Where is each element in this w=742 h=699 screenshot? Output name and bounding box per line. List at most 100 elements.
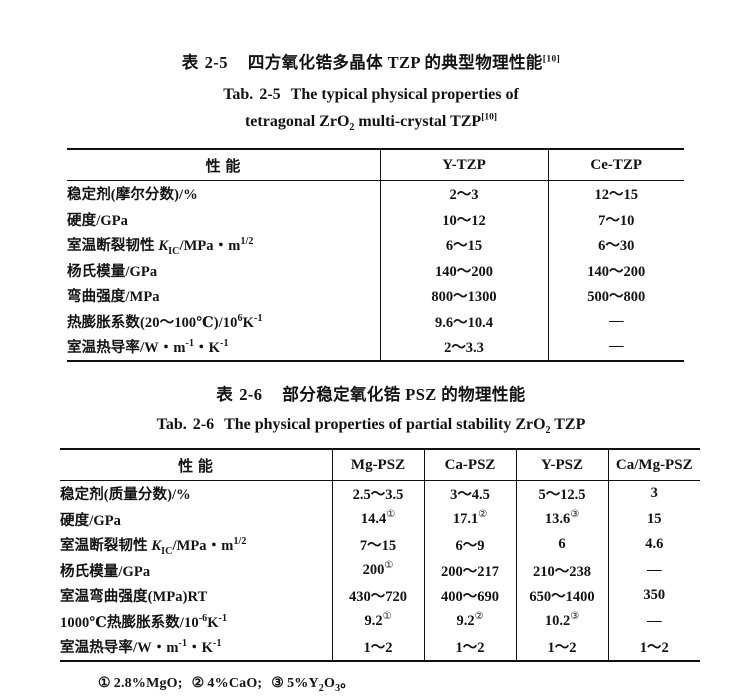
table-25-title-en-line1: Tab. 2-5 The typical physical properties o… [0,86,742,104]
table-25-cell-property: 热膨胀系数(20～100℃)/106K-1 [67,312,263,331]
table-26-cell-value: 1～2 [607,634,700,662]
table-25-title-en-text2a: tetragonal ZrO [244,113,350,130]
footnote-period: 。 [340,676,355,691]
table-25-title-cn-number: 2-5 [204,53,228,72]
table-26-cell-value: 5～12.5 [515,480,608,507]
table-25-cell-property: 硬度/GPa [67,212,129,229]
footnote-mark: ② [474,610,484,622]
table-26: 性 能 Mg-PSZ Ca-PSZ Y-PSZ Ca/Mg-PSZ 稳定剂(质量… [60,448,700,662]
y2o3-subscript-1: 2 [318,682,324,694]
table-26-header-col-y-psz-label: Y-PSZ [541,456,583,473]
table-26-cell-value: — [607,557,700,583]
table-25-cell-value: 7～10 [547,206,684,232]
footnote-mark-2: ② [191,676,205,691]
table-25-cell-value: 2～3.3 [379,334,548,362]
table-25-title-en-text2b: multi-crystal TZP [354,113,482,130]
table-row: 杨氏模量/GPa 140～200 140～200 [67,257,684,283]
table-25-cell-value: — [547,334,684,362]
table-25-title-cn: 表 2-5 四方氧化锆多晶体 TZP 的典型物理性能[10] [0,53,742,72]
table-row: 热膨胀系数(20～100℃)/106K-1 9.6～10.4 — [67,308,684,334]
table-25-cell-property: 室温断裂韧性 KIC/MPa・m1/2 [67,236,254,258]
table-26-cell-value: 200① [331,557,424,583]
table-25-header-col-ce-tzp-label: Ce-TZP [590,156,643,173]
table-25-cell-value: 500～800 [547,283,684,309]
table-26-cell-value: 200～217 [423,557,516,583]
table-26-header-col-ca-mg-psz-label: Ca/Mg-PSZ [615,456,693,473]
table-25-cell-value: 6～30 [547,232,684,258]
table-26-header-row: 性 能 Mg-PSZ Ca-PSZ Y-PSZ Ca/Mg-PSZ [60,448,700,481]
table-26-cell-value: 17.1② [423,506,516,532]
table-26-title-cn: 表 2-6 部分稳定氧化锆 PSZ 的物理性能 [0,385,742,404]
footnote-mark: ③ [570,610,580,622]
table-25-cell-value: 140～200 [379,257,548,283]
table-26-cell-value: 1～2 [331,634,424,662]
table-26-cell-property: 硬度/GPa [60,512,122,529]
table-25-header-property: 性 能 [67,148,380,181]
table-26-header-col-y-psz: Y-PSZ [515,448,608,481]
table-25-cell-value: — [547,308,684,334]
table-row: 稳定剂(质量分数)/% 2.5～3.5 3～4.5 5～12.5 3 [60,480,700,507]
table-26-title-cn-text: 部分稳定氧化锆 PSZ 的物理性能 [282,385,526,404]
table-25-header-property-label: 性 能 [205,158,241,175]
table-25-title-en-number: 2-5 [259,86,281,103]
table-26-cell-value: 14.4① [331,506,424,532]
table-25-cell-property: 弯曲强度/MPa [67,289,160,306]
table-25-header-col-y-tzp-label: Y-TZP [442,156,486,173]
footnote-text-1: 2.8%MgO [113,676,178,691]
table-26-title-en-number: 2-6 [192,416,215,433]
footnote-mark: ③ [570,508,580,520]
table-26-cell-value: 10.2③ [515,608,608,634]
y2o3-subscript-2: 3 [335,682,341,694]
table-26-header-property-label: 性 能 [178,458,214,475]
zro2-subscript: 2 [349,122,355,134]
footnote-sep-1: ; [177,676,183,691]
table-26-cell-property: 室温热导率/W・m-1・K-1 [60,634,332,662]
table-26-header-col-mg-psz-label: Mg-PSZ [350,456,406,473]
table-26-cell-value: 1～2 [423,634,516,662]
table-26-cell-value: 650～1400 [515,583,608,609]
table-25-cell-property: 室温热导率/W・m-1・K-1 [67,334,380,362]
table-26-cell-value: 2.5～3.5 [331,480,424,507]
table-26-cell-value: 210～238 [515,557,608,583]
table-25-title-en-ref: [10] [481,112,498,123]
table-26-cell-value: 350 [607,583,700,609]
table-row: 室温断裂韧性 KIC/MPa・m1/2 6～15 6～30 [67,232,684,258]
footnote-mark: ① [382,610,392,622]
table-25-title-cn-text: 四方氧化锆多晶体 TZP 的典型物理性能 [247,53,543,72]
table-26-cell-property: 稳定剂(质量分数)/% [60,487,191,504]
table-26-title-en-text-a: The physical properties of partial stabi… [224,416,546,433]
footnote-mark: ② [478,508,488,520]
table-25-cell-value: 12～15 [547,180,684,207]
table-26-cell-property: 室温弯曲强度(MPa)RT [60,589,208,606]
table-25-cell-value: 6～15 [379,232,548,258]
table-26-cell-value: 6 [515,532,608,558]
table-26-header-col-ca-psz-label: Ca-PSZ [444,456,496,473]
table-25-title-cn-label: 表 [181,53,199,72]
table-26-cell-value: 6～9 [423,532,516,558]
table-25-title-en-text1: The typical physical properties of [290,86,519,103]
table-row: 1000℃热膨胀系数/10-6K-1 9.2① 9.2② 10.2③ — [60,608,700,634]
table-26-cell-value: 1～2 [515,634,608,662]
table-25-cell-value: 2～3 [379,180,548,207]
table-row: 弯曲强度/MPa 800～1300 500～800 [67,283,684,309]
table-26-cell-value: 3 [607,480,700,507]
footnote-mark-1: ① [98,676,111,691]
zro2-subscript: 2 [545,425,551,437]
footnote-mark: ① [386,508,396,520]
table-row: 稳定剂(摩尔分数)/% 2～3 12～15 [67,180,684,207]
table-25-title-en-line2: tetragonal ZrO2 multi-crystal TZP[10] [0,112,742,134]
table-26-cell-value: — [607,608,700,634]
table-25-header-col-ce-tzp: Ce-TZP [547,148,684,181]
table-26-cell-value: 4.6 [607,532,700,558]
table-25-cell-value: 9.6～10.4 [379,308,548,334]
table-25-cell-property: 杨氏模量/GPa [67,263,158,280]
table-26-title-en: Tab. 2-6 The physical properties of partia… [0,416,742,437]
table-26-title-cn-number: 2-6 [239,385,263,404]
table-25-cell-value: 800～1300 [379,283,548,309]
table-26-cell-property: 杨氏模量/GPa [60,563,151,580]
table-26-cell-property: 室温断裂韧性 KIC/MPa・m1/2 [60,536,247,558]
footnote-mark-3: ③ [271,676,285,691]
table-26-cell-value: 15 [607,506,700,532]
table-26-cell-value: 7～15 [331,532,424,558]
